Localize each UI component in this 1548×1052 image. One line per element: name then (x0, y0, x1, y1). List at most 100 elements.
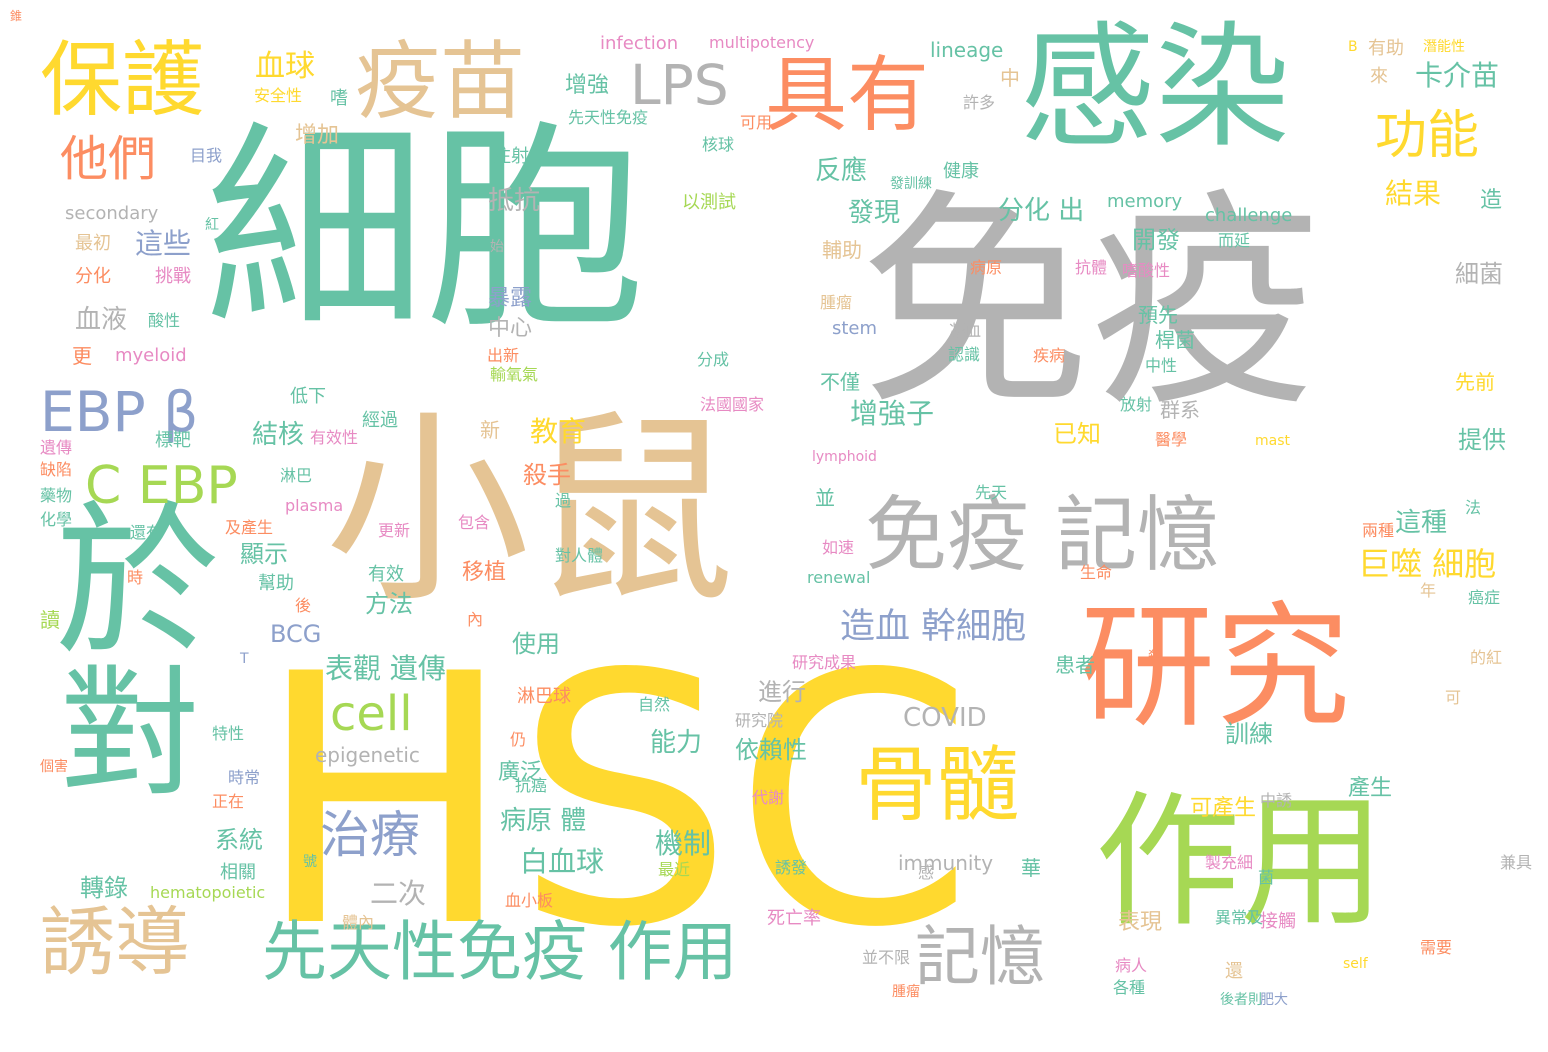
word-cloud-word: 還 (1225, 961, 1243, 982)
word-cloud-word: 健康 (943, 161, 979, 182)
word-cloud-word: 感 (918, 863, 935, 882)
word-cloud-word: 可產生 (1190, 796, 1257, 821)
word-cloud-word: 研究院 (735, 711, 784, 730)
word-cloud-word: 肥大 (1260, 992, 1288, 1008)
word-cloud-word: 有效性 (310, 428, 359, 447)
word-cloud-word: 細菌 (1455, 260, 1503, 288)
word-cloud-word: 醫學 (1155, 430, 1188, 449)
word-cloud-word: 有助 (1368, 38, 1404, 59)
word-cloud-word: 殺 (1148, 649, 1162, 665)
word-cloud-word: 抵抗 (488, 186, 541, 216)
word-cloud-word: 相關 (220, 862, 256, 883)
word-cloud-word: multipotency (709, 33, 815, 52)
word-cloud-word: 嗜 (330, 88, 348, 109)
word-cloud-word: 腫瘤 (892, 984, 920, 1000)
word-cloud-word: 教育 (530, 415, 587, 448)
word-cloud-word: 巨噬 細胞 (1358, 545, 1497, 583)
word-cloud-word: B (1348, 39, 1358, 55)
word-cloud-word: 淋巴球 (517, 686, 571, 707)
word-cloud-word: 白血球 (520, 845, 605, 878)
word-cloud-word: 表現 (1118, 910, 1163, 935)
word-cloud-word: 患者 (1055, 653, 1095, 677)
word-cloud-word: 後者則 (1220, 992, 1262, 1008)
word-cloud-word: 誘發 (775, 858, 808, 877)
word-cloud-word: 許多 (963, 93, 996, 112)
word-cloud-word: 酸性 (148, 311, 181, 330)
word-cloud-word: 內 (467, 610, 484, 629)
word-cloud-word: 兩種 (1362, 521, 1395, 540)
word-cloud-word: 菌 (1258, 868, 1275, 887)
word-cloud-word: 顯示 (240, 540, 288, 568)
word-cloud-word: 淋巴 (280, 466, 313, 485)
word-cloud-word: stem (832, 318, 878, 339)
word-cloud-word: 病人 (1115, 956, 1148, 975)
word-cloud-word: 於 (55, 486, 220, 678)
word-cloud-word: 缺陷 (40, 460, 73, 479)
word-cloud-word: 死亡率 (767, 908, 821, 929)
word-cloud-word: 抗體 (1075, 258, 1108, 277)
word-cloud-word: 並不限 (862, 948, 911, 967)
word-cloud-word: mast (1255, 433, 1290, 449)
word-cloud-word: 治療 (320, 806, 420, 864)
word-cloud-word: 結果 (1385, 177, 1442, 210)
word-cloud-word: 反應 (815, 156, 868, 186)
word-cloud-word: 表觀 遺傳 (325, 652, 446, 685)
word-cloud-word: 過 (555, 491, 572, 510)
word-cloud-word: 先天性免疫 作用 (262, 915, 738, 990)
word-cloud-word: 結核 (252, 420, 305, 450)
word-cloud-word: 腫瘤 (820, 293, 853, 312)
word-cloud-word: 製充細 (1205, 853, 1254, 872)
word-cloud-word: 疫苗 (355, 33, 526, 132)
word-cloud-word: immunity (898, 851, 994, 875)
word-cloud-word: 研究 (1080, 589, 1350, 746)
word-cloud-word: 注射 (493, 146, 529, 167)
word-cloud-word: 特性 (212, 724, 245, 743)
word-cloud-word: 先天性免疫 (568, 108, 649, 127)
word-cloud-word: 代謝 (752, 788, 785, 807)
word-cloud-word: T (240, 651, 249, 667)
word-cloud-word: 暴露 (488, 286, 533, 311)
word-cloud-word: 經過 (362, 410, 398, 431)
word-cloud-word: 已知 (1053, 420, 1101, 448)
word-cloud-word: 造血 幹細胞 (840, 607, 1027, 647)
word-cloud-word: 桿菌 (1155, 328, 1195, 352)
word-cloud-word: 血小板 (505, 891, 554, 910)
word-cloud-word: 卡介苗 (1415, 59, 1500, 92)
word-cloud-word: 生命 (1080, 563, 1113, 582)
word-cloud-word: 正在 (212, 792, 245, 811)
word-cloud-word: 目我 (190, 146, 223, 165)
word-cloud-word: 抗癌 (515, 776, 548, 795)
word-cloud-word: hematopoietic (150, 883, 266, 902)
word-cloud-word: 放射 (1120, 395, 1153, 414)
word-cloud-word: 幫助 (258, 573, 294, 594)
word-cloud-word: 依賴性 (735, 736, 807, 764)
word-cloud-word: 法國國家 (700, 395, 765, 414)
word-cloud-word: 血液 (75, 305, 128, 335)
word-cloud-word: 發現 (848, 198, 901, 228)
word-cloud-word: 訓練 (1225, 720, 1273, 748)
word-cloud-word: 二次 (370, 877, 427, 910)
word-cloud-word: 以測試 (682, 192, 736, 213)
word-cloud-word: 可用 (740, 113, 773, 132)
word-cloud-word: 新 (480, 418, 500, 442)
word-cloud-word: 殺手 (523, 461, 571, 489)
word-cloud-word: 潛能性 (1423, 39, 1465, 55)
word-cloud-word: 分成 (697, 350, 730, 369)
word-cloud-word: 群系 (1160, 398, 1200, 422)
word-cloud-word: 增強子 (850, 397, 935, 430)
word-cloud-word: 需要 (1420, 938, 1453, 957)
word-cloud-word: 產生 (1348, 776, 1393, 801)
word-cloud-word: renewal (807, 568, 871, 587)
word-cloud-word: 遺傳 (40, 438, 73, 457)
word-cloud-word: 更 (72, 344, 92, 368)
word-cloud-word: 輸氧氣 (490, 365, 539, 384)
word-cloud-word: 的紅 (1470, 648, 1503, 667)
word-cloud-word: 骨髓 (855, 738, 1020, 833)
word-cloud-word: 如速 (822, 538, 855, 557)
word-cloud-word: 進行 (758, 678, 806, 706)
word-cloud-word: 法 (1465, 498, 1482, 517)
word-cloud-word: 並 (815, 486, 835, 510)
word-cloud-word: secondary (65, 203, 159, 224)
word-cloud-word: LPS (630, 53, 729, 117)
word-cloud-word: 安全性 (254, 86, 303, 105)
